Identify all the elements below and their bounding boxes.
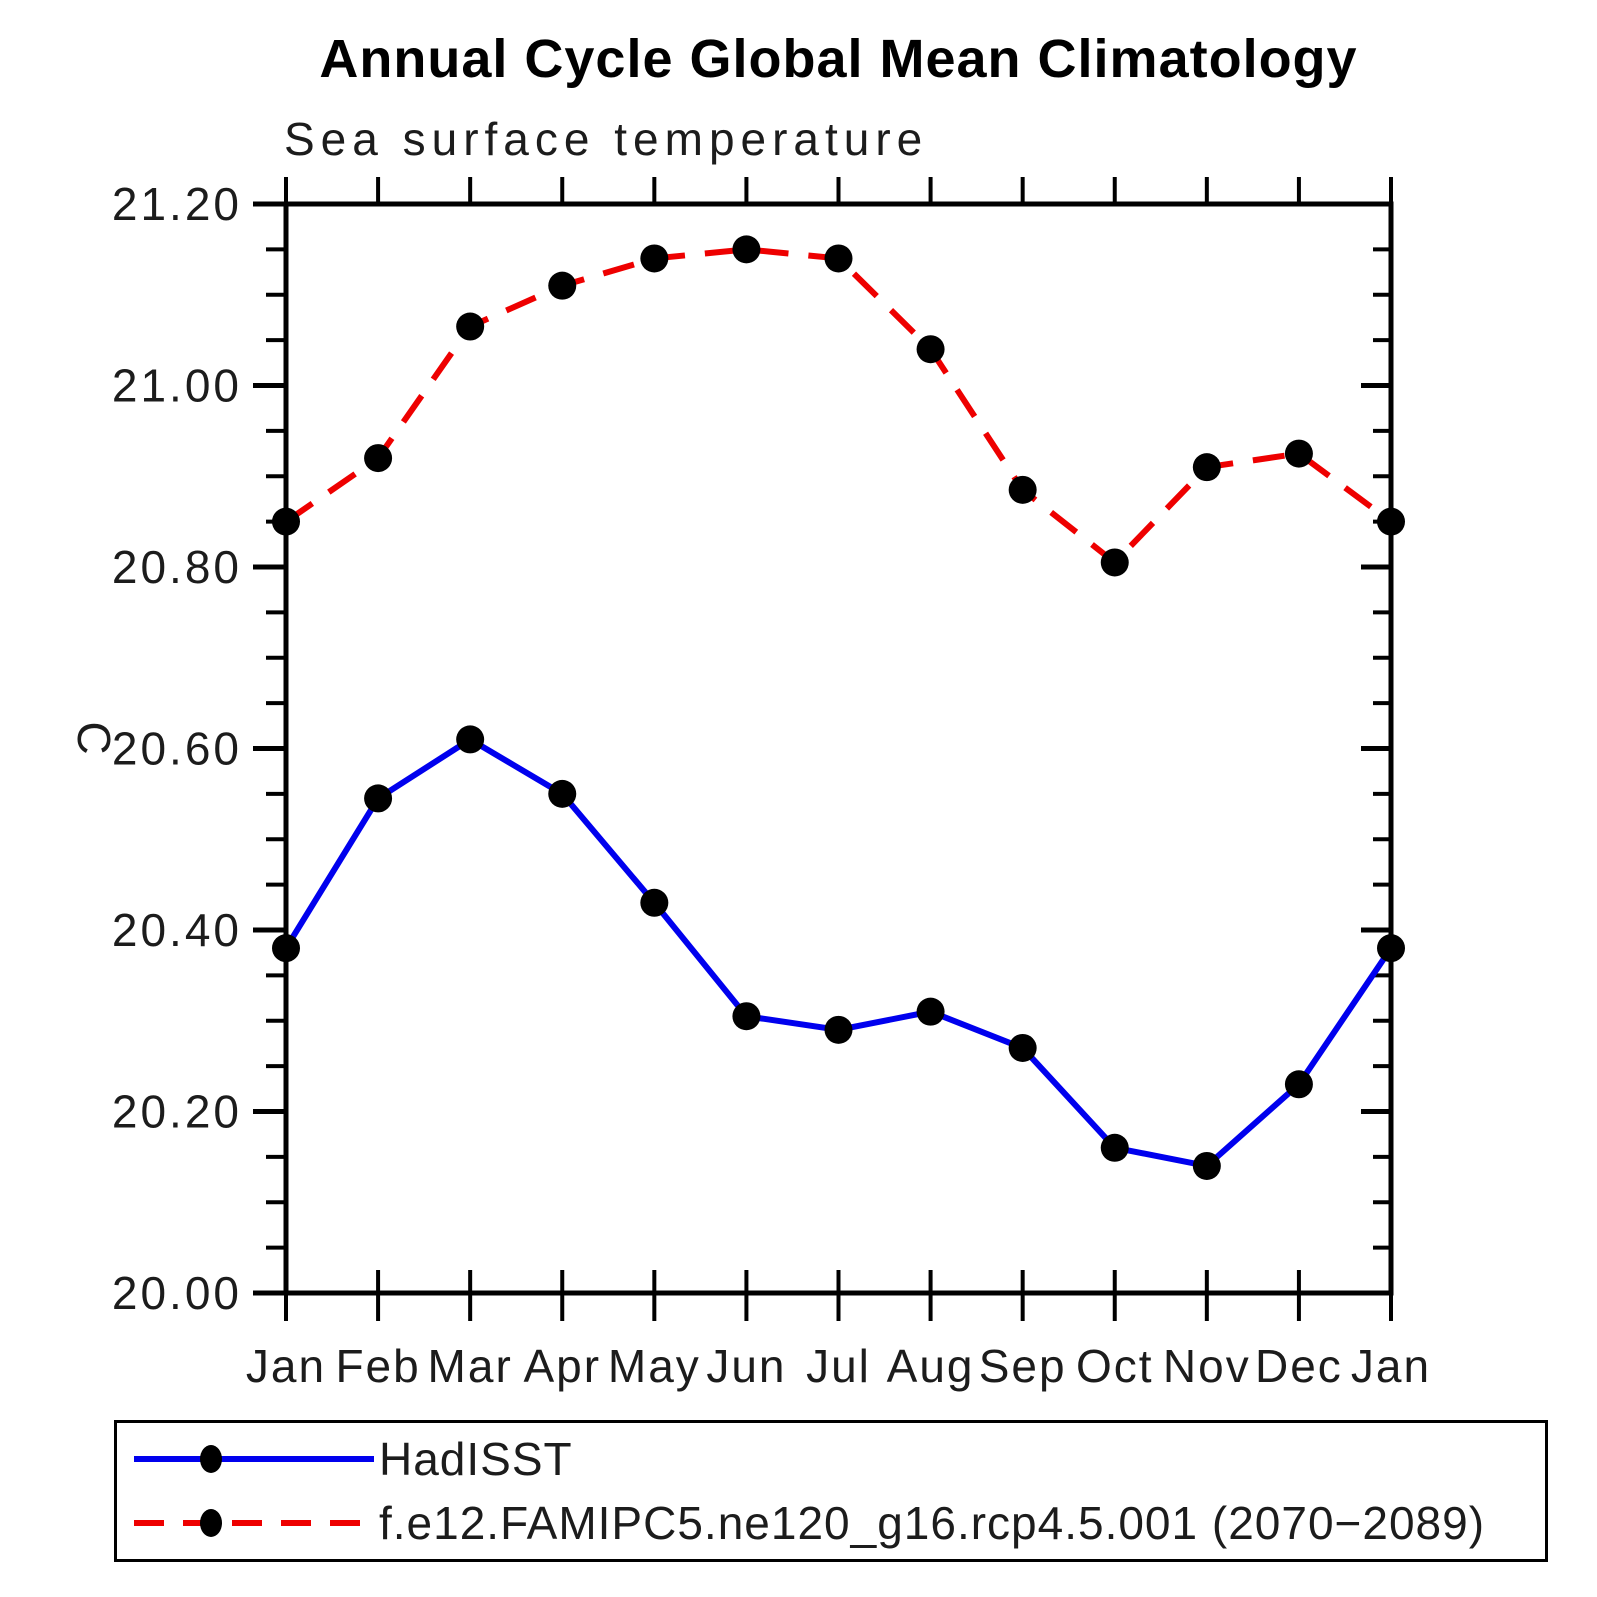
data-point-marker	[640, 244, 669, 273]
model-line-swatch	[134, 1509, 374, 1537]
legend-box: HadISST f.e12.FAMIPC5.ne120_g16.rcp4.5.0…	[114, 1420, 1548, 1562]
x-tick-label: Sep	[979, 1340, 1067, 1392]
data-point-marker	[548, 779, 577, 808]
x-tick-label: Jan	[246, 1340, 326, 1392]
y-tick-label: 20.40	[112, 904, 242, 956]
data-point-marker	[1284, 1070, 1313, 1099]
data-point-marker	[1008, 1033, 1037, 1062]
data-point-marker	[1192, 453, 1221, 482]
page-title: Annual Cycle Global Mean Climatology	[319, 29, 1358, 89]
x-tick-label: May	[608, 1340, 701, 1392]
legend-label-hadisst: HadISST	[379, 1433, 573, 1485]
data-point-marker	[548, 271, 577, 300]
data-point-marker	[272, 507, 300, 536]
data-point-marker	[732, 1002, 761, 1031]
y-tick-label: 20.00	[112, 1267, 242, 1319]
data-point-marker	[456, 312, 485, 341]
x-tick-label: Jan	[1351, 1340, 1431, 1392]
y-tick-label: 21.00	[112, 360, 242, 412]
data-point-marker	[824, 244, 853, 273]
data-point-marker	[824, 1015, 853, 1044]
data-point-marker	[640, 888, 669, 917]
x-axis-tick-labels: Jan Feb Mar Apr May Jun Jul Aug Sep Oct Nov Dec Jan	[246, 1340, 1431, 1392]
data-point-marker	[1377, 934, 1405, 963]
x-tick-label: Mar	[428, 1340, 513, 1392]
x-tick-label: Nov	[1163, 1340, 1251, 1392]
y-tick-label: 20.80	[112, 541, 242, 593]
legend-item-hadisst: HadISST	[129, 1436, 1545, 1482]
x-tick-label: Oct	[1076, 1340, 1154, 1392]
data-point-marker	[1100, 548, 1129, 577]
data-point-marker	[916, 997, 945, 1026]
data-point-marker	[732, 235, 761, 264]
y-tick-label: 20.60	[112, 723, 242, 775]
x-tick-label: Jul	[806, 1340, 871, 1392]
x-tick-label: Aug	[887, 1340, 975, 1392]
legend-label-model: f.e12.FAMIPC5.ne120_g16.rcp4.5.001 (2070…	[379, 1497, 1486, 1549]
data-point-marker	[1100, 1133, 1129, 1162]
data-point-marker	[272, 934, 300, 963]
y-tick-label: 21.20	[112, 178, 242, 230]
y-axis-tick-labels: 21.20 21.00 20.80 20.60 20.40 20.20 20.00	[112, 178, 242, 1319]
data-point-marker	[1192, 1151, 1221, 1180]
chart-subtitle: Sea surface temperature	[284, 113, 929, 165]
data-point-marker	[456, 725, 485, 754]
legend-item-model: f.e12.FAMIPC5.ne120_g16.rcp4.5.001 (2070…	[129, 1500, 1545, 1546]
y-tick-label: 20.20	[112, 1086, 242, 1138]
x-tick-label: Feb	[335, 1340, 420, 1392]
data-point-marker	[1284, 439, 1313, 468]
data-point-marker	[1377, 507, 1405, 536]
series-hadisst	[272, 725, 1405, 1180]
data-point-marker	[916, 335, 945, 364]
data-point-marker	[1008, 475, 1037, 504]
data-point-marker	[364, 444, 393, 473]
series-model	[272, 235, 1405, 577]
x-tick-label: Jun	[706, 1340, 786, 1392]
hadisst-line-swatch	[134, 1445, 374, 1473]
y-axis-title: C	[68, 721, 120, 754]
x-axis-ticks	[284, 177, 1393, 1321]
x-tick-label: Apr	[523, 1340, 601, 1392]
y-axis-ticks	[253, 201, 1391, 1296]
data-point-marker	[364, 784, 393, 813]
x-tick-label: Dec	[1255, 1340, 1343, 1392]
